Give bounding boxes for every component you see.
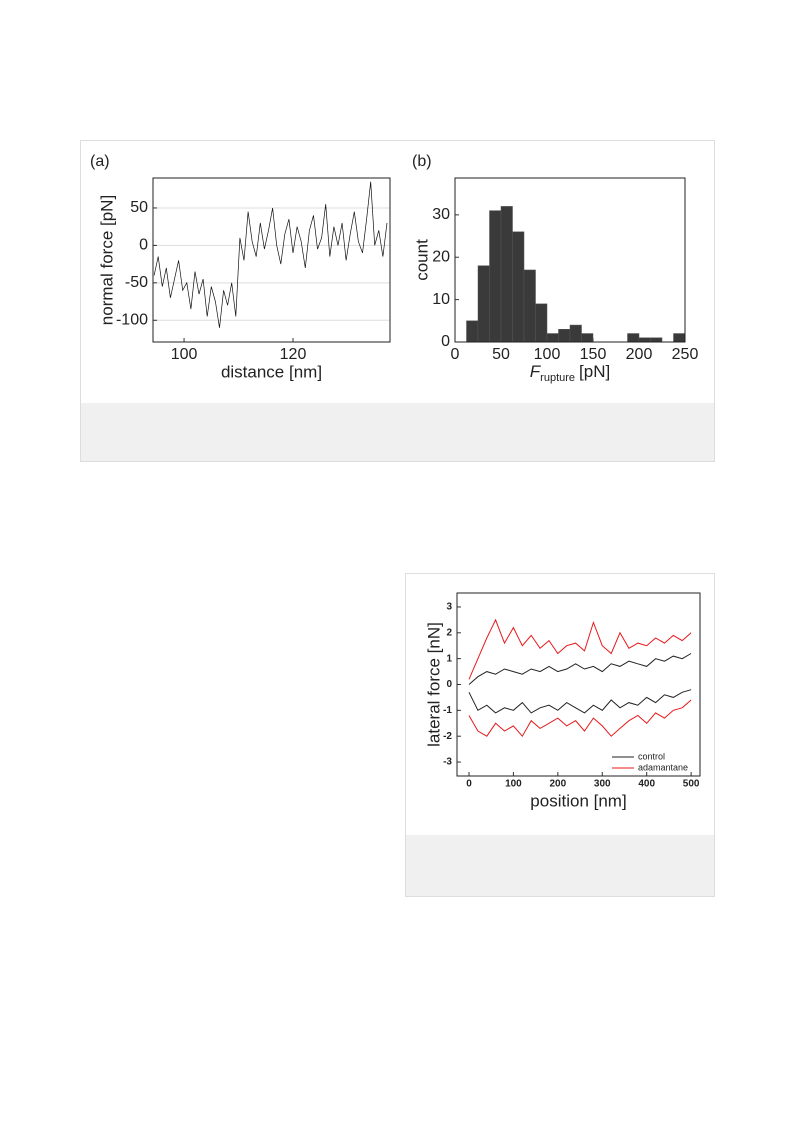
y-tick-label: 30 xyxy=(432,206,450,223)
x-tick-label: 200 xyxy=(626,346,653,363)
y-axis-label: lateral force [nN] xyxy=(424,622,443,747)
trace xyxy=(468,699,692,738)
bar xyxy=(673,333,685,342)
bar xyxy=(650,337,663,342)
trace xyxy=(468,689,692,714)
y-tick-label: 0 xyxy=(139,237,148,254)
x-tick-label: 100 xyxy=(534,346,561,363)
bar xyxy=(466,320,479,342)
bar xyxy=(477,265,490,342)
x-axis-label: Frupture [pN] xyxy=(530,362,610,383)
x-tick-label: 0 xyxy=(466,779,472,790)
bar xyxy=(512,231,525,342)
y-tick-label: 1 xyxy=(446,653,452,664)
y-tick-label: 0 xyxy=(441,333,450,350)
x-tick-label: 200 xyxy=(549,779,566,790)
label-subscript: rupture xyxy=(540,372,575,384)
x-tick-label: 100 xyxy=(505,779,522,790)
y-tick-label: -50 xyxy=(125,274,148,291)
y-axis-label: count xyxy=(412,239,431,281)
axes-frame xyxy=(152,177,391,343)
bar xyxy=(581,333,594,342)
label-unit: [pN] xyxy=(579,362,610,381)
bar xyxy=(558,329,571,342)
caption-band xyxy=(81,403,714,461)
bar xyxy=(638,337,651,342)
y-tick-label: 3 xyxy=(446,602,452,613)
y-tick-label: -3 xyxy=(443,757,452,768)
plot-area xyxy=(153,181,388,328)
x-tick-label: 400 xyxy=(638,779,655,790)
bar xyxy=(523,269,536,342)
x-tick-label: 150 xyxy=(580,346,607,363)
x-tick-label: 50 xyxy=(492,346,510,363)
trace xyxy=(153,181,388,328)
y-tick-label: -1 xyxy=(443,705,452,716)
bar xyxy=(627,333,640,342)
y-tick-label: -2 xyxy=(443,731,452,742)
legend-label: adamantane xyxy=(638,762,688,772)
bar xyxy=(535,303,548,342)
y-axis-label: normal force [pN] xyxy=(97,195,116,325)
x-axis-label: distance [nm] xyxy=(221,362,322,381)
bar xyxy=(500,206,513,342)
axes-frame xyxy=(454,177,686,343)
x-tick-label: 100 xyxy=(171,346,198,363)
x-tick-label: 300 xyxy=(594,779,611,790)
bar xyxy=(546,333,559,342)
y-tick-label: 50 xyxy=(130,199,148,216)
label-symbol: F xyxy=(530,362,542,381)
trace xyxy=(468,618,692,680)
x-axis-label: position [nm] xyxy=(530,791,626,810)
plot-area xyxy=(468,618,692,738)
trace xyxy=(468,653,692,685)
x-tick-label: 250 xyxy=(672,346,699,363)
caption-band xyxy=(406,835,714,896)
plot-area xyxy=(466,206,685,342)
legend-label: control xyxy=(638,751,665,761)
y-tick-label: -100 xyxy=(116,312,148,329)
y-tick-label: 20 xyxy=(432,248,450,265)
bar xyxy=(569,324,582,342)
bar xyxy=(489,210,502,342)
axes-frame xyxy=(456,592,701,777)
x-tick-label: 500 xyxy=(683,779,700,790)
panel-label: (b) xyxy=(412,153,432,170)
panel-label: (a) xyxy=(90,153,110,170)
x-tick-label: 0 xyxy=(451,346,460,363)
y-tick-label: 2 xyxy=(446,627,452,638)
y-tick-label: 10 xyxy=(432,291,450,308)
y-tick-label: 0 xyxy=(446,679,452,690)
x-tick-label: 120 xyxy=(280,346,307,363)
